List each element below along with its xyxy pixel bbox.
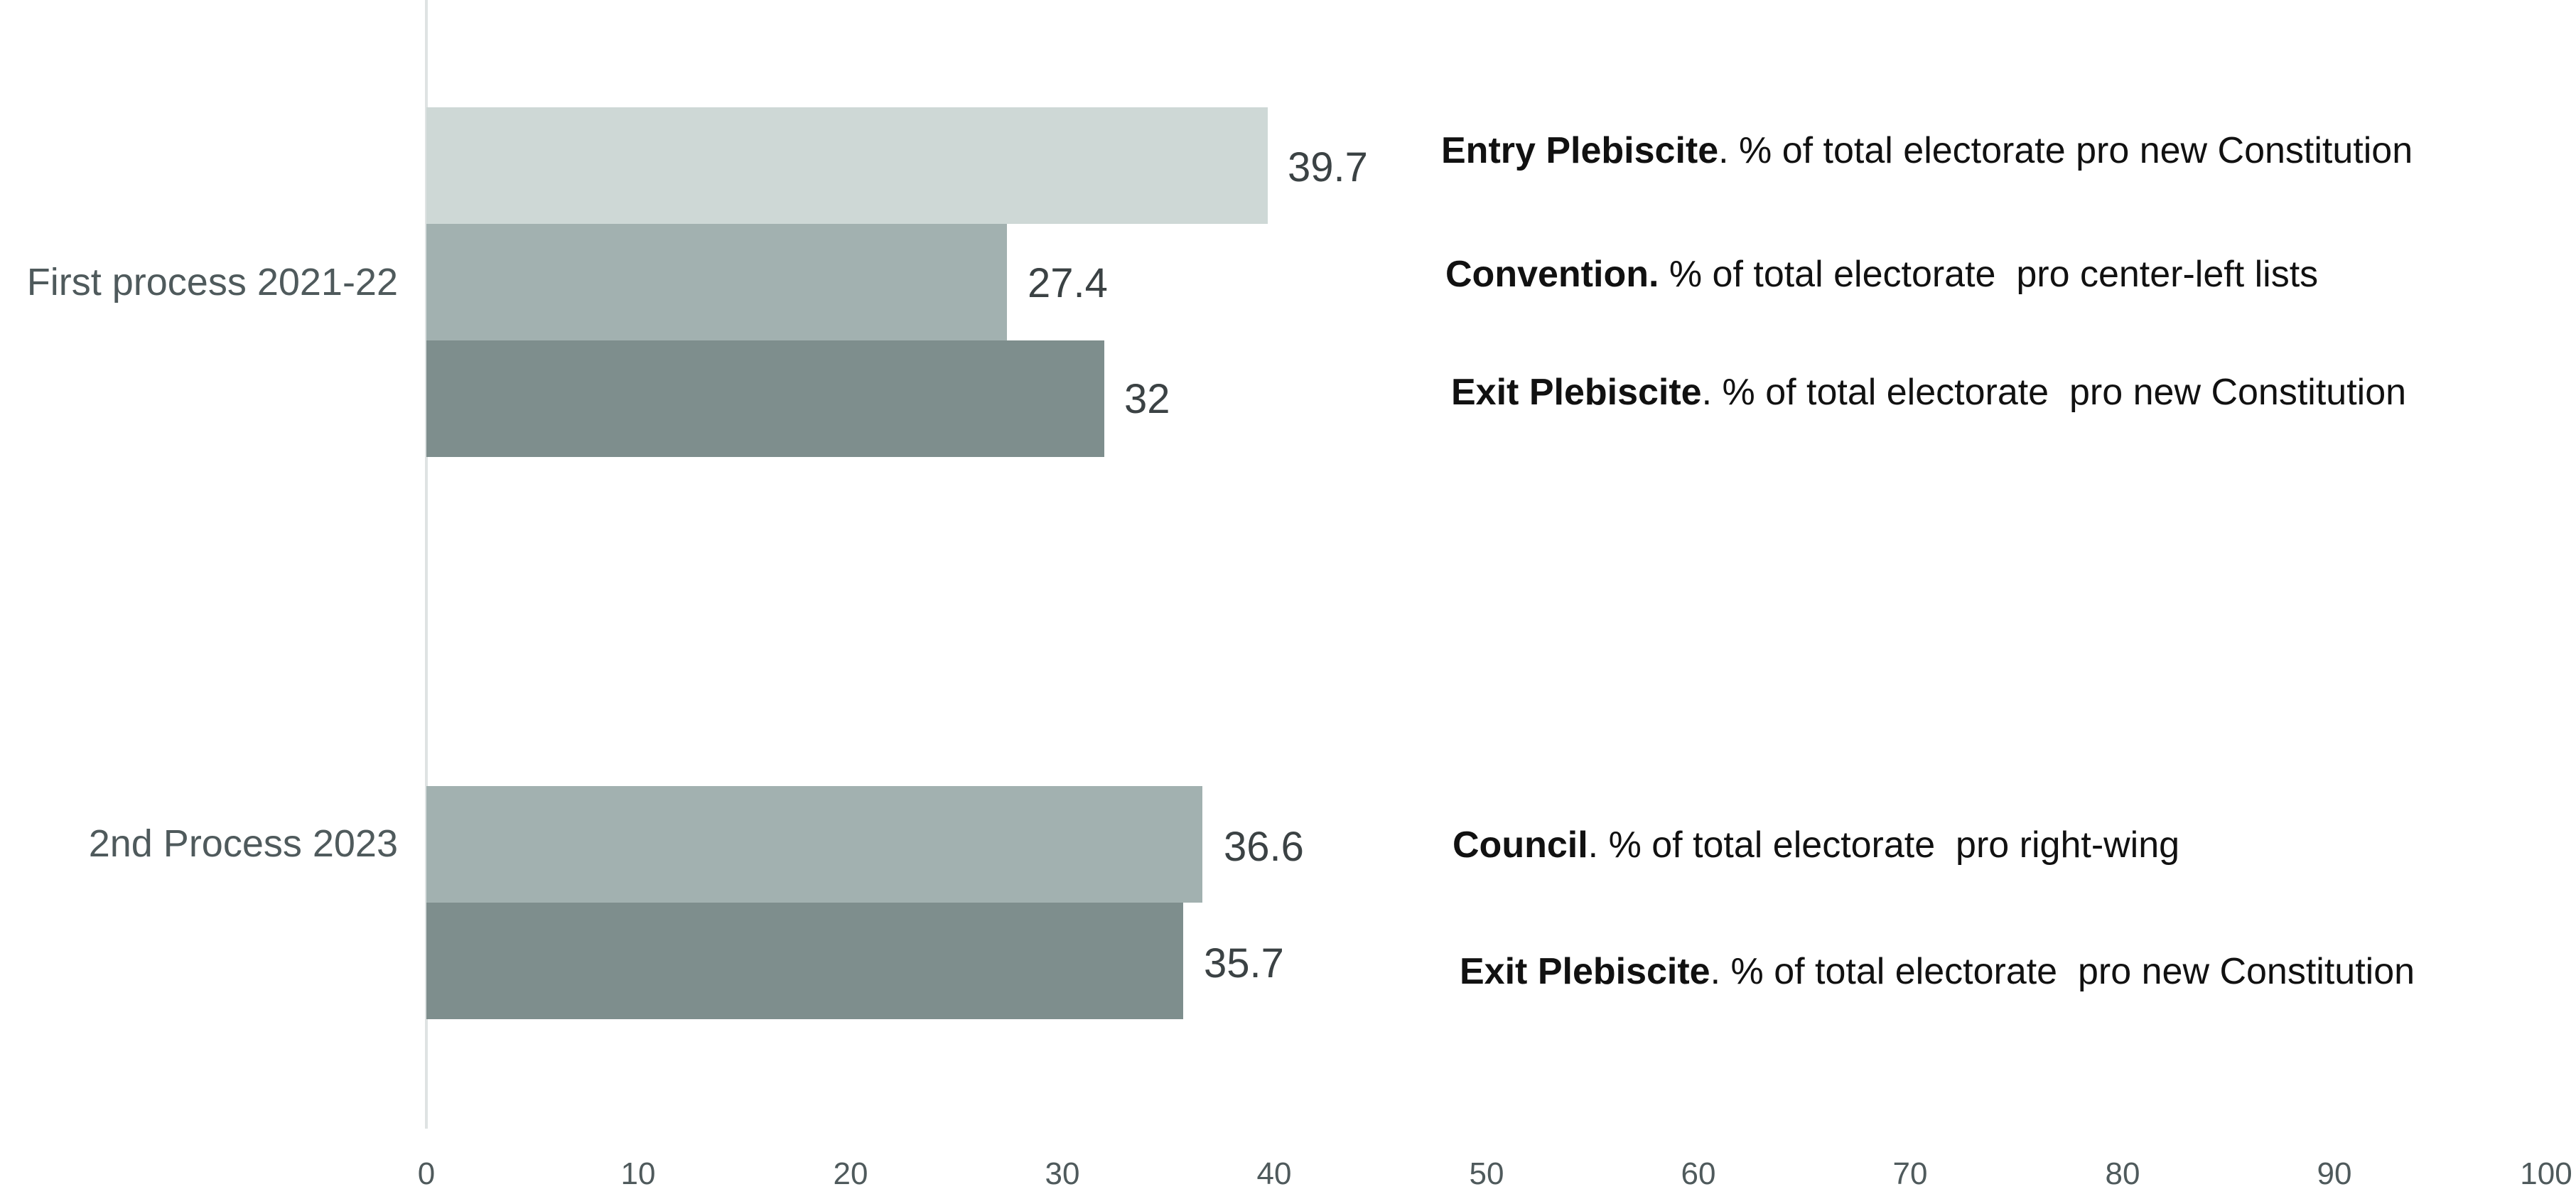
- value-label: 32: [1124, 376, 1170, 422]
- x-tick: 90: [2317, 1156, 2352, 1191]
- x-tick: 0: [417, 1156, 436, 1191]
- x-tick: 70: [1892, 1156, 1928, 1191]
- annotation-exit-plebiscite-1: Exit Plebiscite. % of total electorate p…: [1451, 372, 2407, 413]
- x-tick: 20: [833, 1156, 868, 1191]
- bar-convention: [426, 224, 1007, 340]
- category-label: First process 2021-22: [26, 261, 398, 303]
- x-tick: 80: [2105, 1156, 2140, 1191]
- annotation-convention: Convention. % of total electorate pro ce…: [1445, 254, 2319, 295]
- bar-council: [426, 786, 1202, 903]
- value-label: 36.6: [1224, 824, 1304, 870]
- annotation-exit-plebiscite-2: Exit Plebiscite. % of total electorate p…: [1460, 951, 2415, 992]
- value-label: 27.4: [1028, 260, 1108, 306]
- x-tick: 60: [1681, 1156, 1716, 1191]
- annotation-council: Council. % of total electorate pro right…: [1453, 824, 2180, 866]
- x-tick: 100: [2520, 1156, 2572, 1191]
- x-tick: 30: [1045, 1156, 1080, 1191]
- bar-exit-plebiscite-1: [426, 340, 1104, 457]
- annotation-entry-plebiscite: Entry Plebiscite. % of total electorate …: [1441, 130, 2413, 171]
- x-tick: 10: [620, 1156, 656, 1191]
- category-label: 2nd Process 2023: [88, 822, 398, 865]
- x-tick: 40: [1256, 1156, 1292, 1191]
- value-label: 39.7: [1288, 144, 1368, 190]
- x-tick: 50: [1469, 1156, 1504, 1191]
- y-axis-line: [425, 0, 428, 1129]
- bar-exit-plebiscite-2: [426, 903, 1183, 1019]
- bar-entry-plebiscite: [426, 107, 1268, 224]
- value-label: 35.7: [1204, 940, 1284, 986]
